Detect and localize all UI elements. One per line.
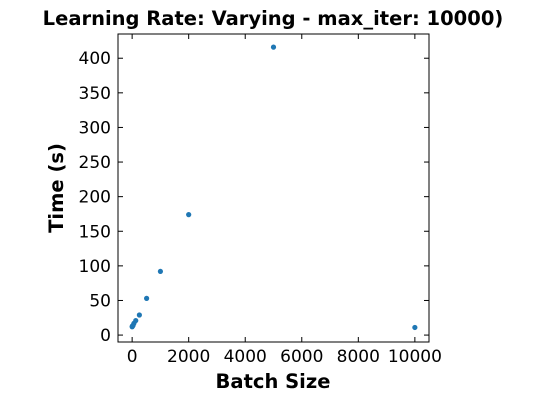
y-axis: 0 50 100 150 200 250 300 350 400 — [79, 49, 429, 346]
y-tick-label: 300 — [79, 118, 111, 138]
y-tick-label: 100 — [79, 257, 111, 277]
data-point — [412, 324, 418, 331]
data-points — [129, 44, 418, 331]
plot-frame — [117, 33, 430, 343]
x-tick-label: 2000 — [167, 347, 210, 367]
x-tick-label: 0 — [127, 347, 138, 367]
y-axis-label: Time (s) — [45, 143, 68, 233]
y-tick-label: 150 — [79, 222, 111, 242]
y-tick-label: 400 — [79, 49, 111, 69]
data-point — [186, 212, 192, 218]
data-point — [144, 295, 150, 301]
x-tick-label: 4000 — [224, 347, 267, 367]
y-tick-label: 350 — [79, 84, 111, 104]
data-point — [133, 317, 139, 324]
x-tick-label: 8000 — [337, 347, 380, 367]
data-point — [136, 312, 142, 318]
x-tick-label: 6000 — [280, 347, 323, 367]
data-point — [270, 44, 277, 50]
y-tick-label: 50 — [89, 291, 111, 311]
data-point — [157, 268, 164, 275]
chart-title: Learning Rate: Varying - max_iter: 10000… — [43, 7, 504, 30]
x-axis: 0 2000 4000 6000 8000 10000 — [127, 34, 442, 367]
y-tick-label: 250 — [79, 153, 111, 173]
x-axis-label: Batch Size — [216, 370, 331, 393]
x-tick-label: 10000 — [388, 347, 442, 367]
y-tick-label: 0 — [100, 326, 111, 346]
y-tick-label: 200 — [79, 188, 111, 208]
